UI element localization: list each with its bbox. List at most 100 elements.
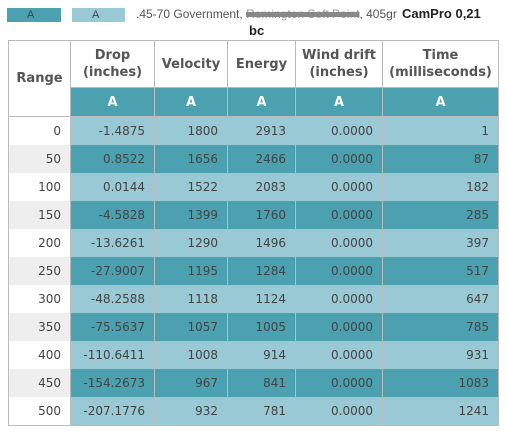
cell-energy: 1284 (227, 257, 296, 285)
cell-drop: -4.5828 (70, 201, 155, 229)
series-label-drop: A (70, 87, 155, 117)
cell-drop: -154.2673 (70, 369, 155, 397)
cell-time: 517 (382, 257, 499, 285)
cell-time: 1241 (382, 397, 499, 426)
legend-bar: A A .45-70 Government, Remington Soft Po… (0, 0, 506, 40)
cell-velocity: 1118 (154, 285, 228, 313)
cell-time: 397 (382, 229, 499, 257)
header-time-line-2: (milliseconds) (389, 65, 492, 80)
cartridge-prefix: .45-70 Government, (136, 7, 247, 21)
cell-wind-drift: 0.0000 (295, 285, 383, 313)
cell-energy: 781 (227, 397, 296, 426)
legend-swatch-dark[interactable]: A (7, 8, 61, 22)
cell-range: 250 (8, 257, 71, 285)
header-drop[interactable]: Drop (inches) (70, 40, 155, 88)
cell-range: 400 (8, 341, 71, 369)
cartridge-struck-name: Remington Soft Point (246, 7, 360, 21)
header-drop-line-2: (inches) (82, 65, 143, 80)
cell-energy: 841 (227, 369, 296, 397)
cell-range: 300 (8, 285, 71, 313)
series-label-time: A (382, 87, 499, 117)
bc-label: bc (249, 23, 265, 38)
brand-label: CamPro 0,21 (402, 6, 481, 21)
cell-wind-drift: 0.0000 (295, 173, 383, 201)
cell-drop: 0.8522 (70, 145, 155, 173)
cell-velocity: 1399 (154, 201, 228, 229)
cell-velocity: 1008 (154, 341, 228, 369)
cell-energy: 2913 (227, 116, 296, 145)
cell-range: 0 (8, 116, 71, 145)
cell-drop: 0.0144 (70, 173, 155, 201)
table-row: 250 -27.9007 1195 1284 0.0000 517 (8, 257, 499, 285)
table-row: 400 -110.6411 1008 914 0.0000 931 (8, 341, 499, 369)
series-label-wind-drift: A (295, 87, 383, 117)
header-wind-drift[interactable]: Wind drift (inches) (295, 40, 383, 88)
cell-drop: -75.5637 (70, 313, 155, 341)
cell-time: 285 (382, 201, 499, 229)
header-energy[interactable]: Energy (227, 40, 296, 88)
table-row: 300 -48.2588 1118 1124 0.0000 647 (8, 285, 499, 313)
cell-time: 1083 (382, 369, 499, 397)
cell-wind-drift: 0.0000 (295, 257, 383, 285)
cell-velocity: 1057 (154, 313, 228, 341)
cell-velocity: 1800 (154, 116, 228, 145)
cell-wind-drift: 0.0000 (295, 313, 383, 341)
cell-energy: 914 (227, 341, 296, 369)
cell-drop: -1.4875 (70, 116, 155, 145)
cell-drop: -207.1776 (70, 397, 155, 426)
cell-energy: 1005 (227, 313, 296, 341)
table-row: 100 0.0144 1522 2083 0.0000 182 (8, 173, 499, 201)
cell-wind-drift: 0.0000 (295, 116, 383, 145)
table-row: 450 -154.2673 967 841 0.0000 1083 (8, 369, 499, 397)
cell-time: 931 (382, 341, 499, 369)
table-body: 0 -1.4875 1800 2913 0.0000 1 50 0.8522 1656 2466… (8, 116, 499, 426)
cell-wind-drift: 0.0000 (295, 229, 383, 257)
cartridge-description: .45-70 Government, Remington Soft Point,… (136, 7, 397, 21)
cell-range: 200 (8, 229, 71, 257)
series-label-energy: A (227, 87, 296, 117)
cell-velocity: 932 (154, 397, 228, 426)
cell-range: 50 (8, 145, 71, 173)
cell-wind-drift: 0.0000 (295, 145, 383, 173)
table-row: 200 -13.6261 1290 1496 0.0000 397 (8, 229, 499, 257)
cell-drop: -48.2588 (70, 285, 155, 313)
cell-velocity: 1290 (154, 229, 228, 257)
cell-range: 100 (8, 173, 71, 201)
header-time[interactable]: Time (milliseconds) (382, 40, 499, 88)
cell-energy: 1496 (227, 229, 296, 257)
cell-range: 500 (8, 397, 71, 426)
cell-range: 350 (8, 313, 71, 341)
header-time-line-1: Time (422, 48, 459, 63)
cell-time: 182 (382, 173, 499, 201)
cell-time: 87 (382, 145, 499, 173)
cell-time: 647 (382, 285, 499, 313)
cell-range: 450 (8, 369, 71, 397)
legend-swatch-light[interactable]: A (72, 8, 125, 22)
table-row: 500 -207.1776 932 781 0.0000 1241 (8, 397, 499, 426)
table-row: 350 -75.5637 1057 1005 0.0000 785 (8, 313, 499, 341)
header-row: Range Drop (inches) Velocity Energy Wind … (8, 40, 499, 117)
cell-wind-drift: 0.0000 (295, 201, 383, 229)
cell-time: 1 (382, 116, 499, 145)
cell-drop: -13.6261 (70, 229, 155, 257)
series-header-row: A A A A A (9, 87, 499, 117)
cell-energy: 1124 (227, 285, 296, 313)
cell-wind-drift: 0.0000 (295, 397, 383, 426)
header-velocity[interactable]: Velocity (154, 40, 228, 88)
table-row: 150 -4.5828 1399 1760 0.0000 285 (8, 201, 499, 229)
header-wind-line-1: Wind drift (302, 48, 376, 63)
cell-range: 150 (8, 201, 71, 229)
cell-velocity: 967 (154, 369, 228, 397)
header-range[interactable]: Range (8, 40, 71, 117)
header-wind-line-2: (inches) (309, 65, 369, 80)
series-label-velocity: A (154, 87, 228, 117)
cell-energy: 1760 (227, 201, 296, 229)
cell-drop: -110.6411 (70, 341, 155, 369)
cell-velocity: 1656 (154, 145, 228, 173)
table-row: 50 0.8522 1656 2466 0.0000 87 (8, 145, 499, 173)
cell-velocity: 1195 (154, 257, 228, 285)
cell-energy: 2466 (227, 145, 296, 173)
cell-velocity: 1522 (154, 173, 228, 201)
cartridge-suffix: , 405gr (359, 7, 397, 21)
cell-time: 785 (382, 313, 499, 341)
